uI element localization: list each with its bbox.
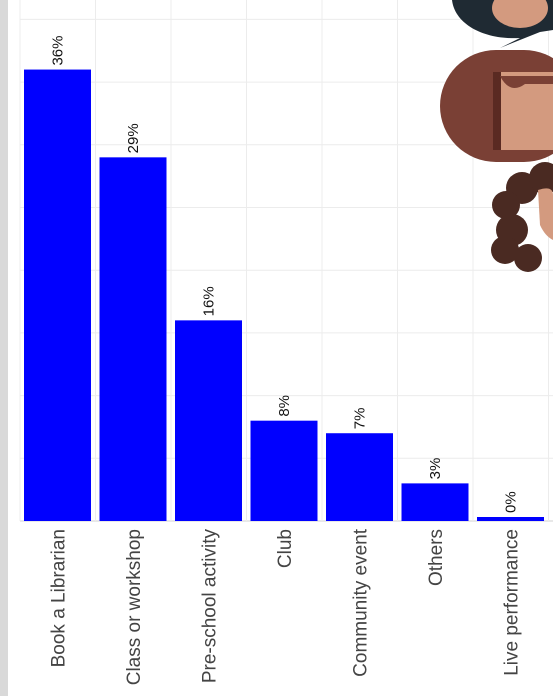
bar-value-label: 29%	[125, 123, 142, 153]
x-tick-label: Pre-school activity	[200, 529, 221, 684]
bar-value-label: 7%	[352, 408, 369, 430]
left-edge-strip	[0, 0, 8, 696]
chart-value-labels: 36% 29% 16% 8% 7% 3% 0%	[50, 36, 520, 513]
bar	[250, 420, 318, 521]
person-avatar-icon	[491, 162, 553, 272]
x-tick-label: Class or workshop	[124, 529, 145, 685]
bar-value-label: 3%	[427, 458, 444, 480]
chart-x-tick-labels: Book a Librarian Class or workshop Pre-sch…	[49, 528, 523, 685]
x-tick-label: Book a Librarian	[49, 529, 70, 667]
avatar-group	[440, 0, 553, 272]
bar	[401, 483, 469, 521]
bar	[326, 433, 393, 521]
person-avatar-icon	[440, 50, 553, 162]
x-tick-label: Club	[275, 529, 296, 568]
bar-value-label: 16%	[201, 286, 218, 316]
x-tick-label: Live performance	[502, 529, 523, 676]
bar-value-label: 8%	[276, 395, 293, 417]
bar	[24, 69, 91, 521]
chart-bars	[24, 69, 544, 521]
bar	[99, 157, 167, 521]
bar-value-label: 0%	[503, 491, 520, 513]
bar-value-label: 36%	[50, 36, 67, 66]
x-tick-label: Community event	[351, 528, 372, 677]
person-avatar-icon	[452, 0, 553, 48]
bar	[477, 517, 544, 521]
bar	[175, 320, 242, 521]
x-tick-label: Others	[426, 529, 447, 586]
